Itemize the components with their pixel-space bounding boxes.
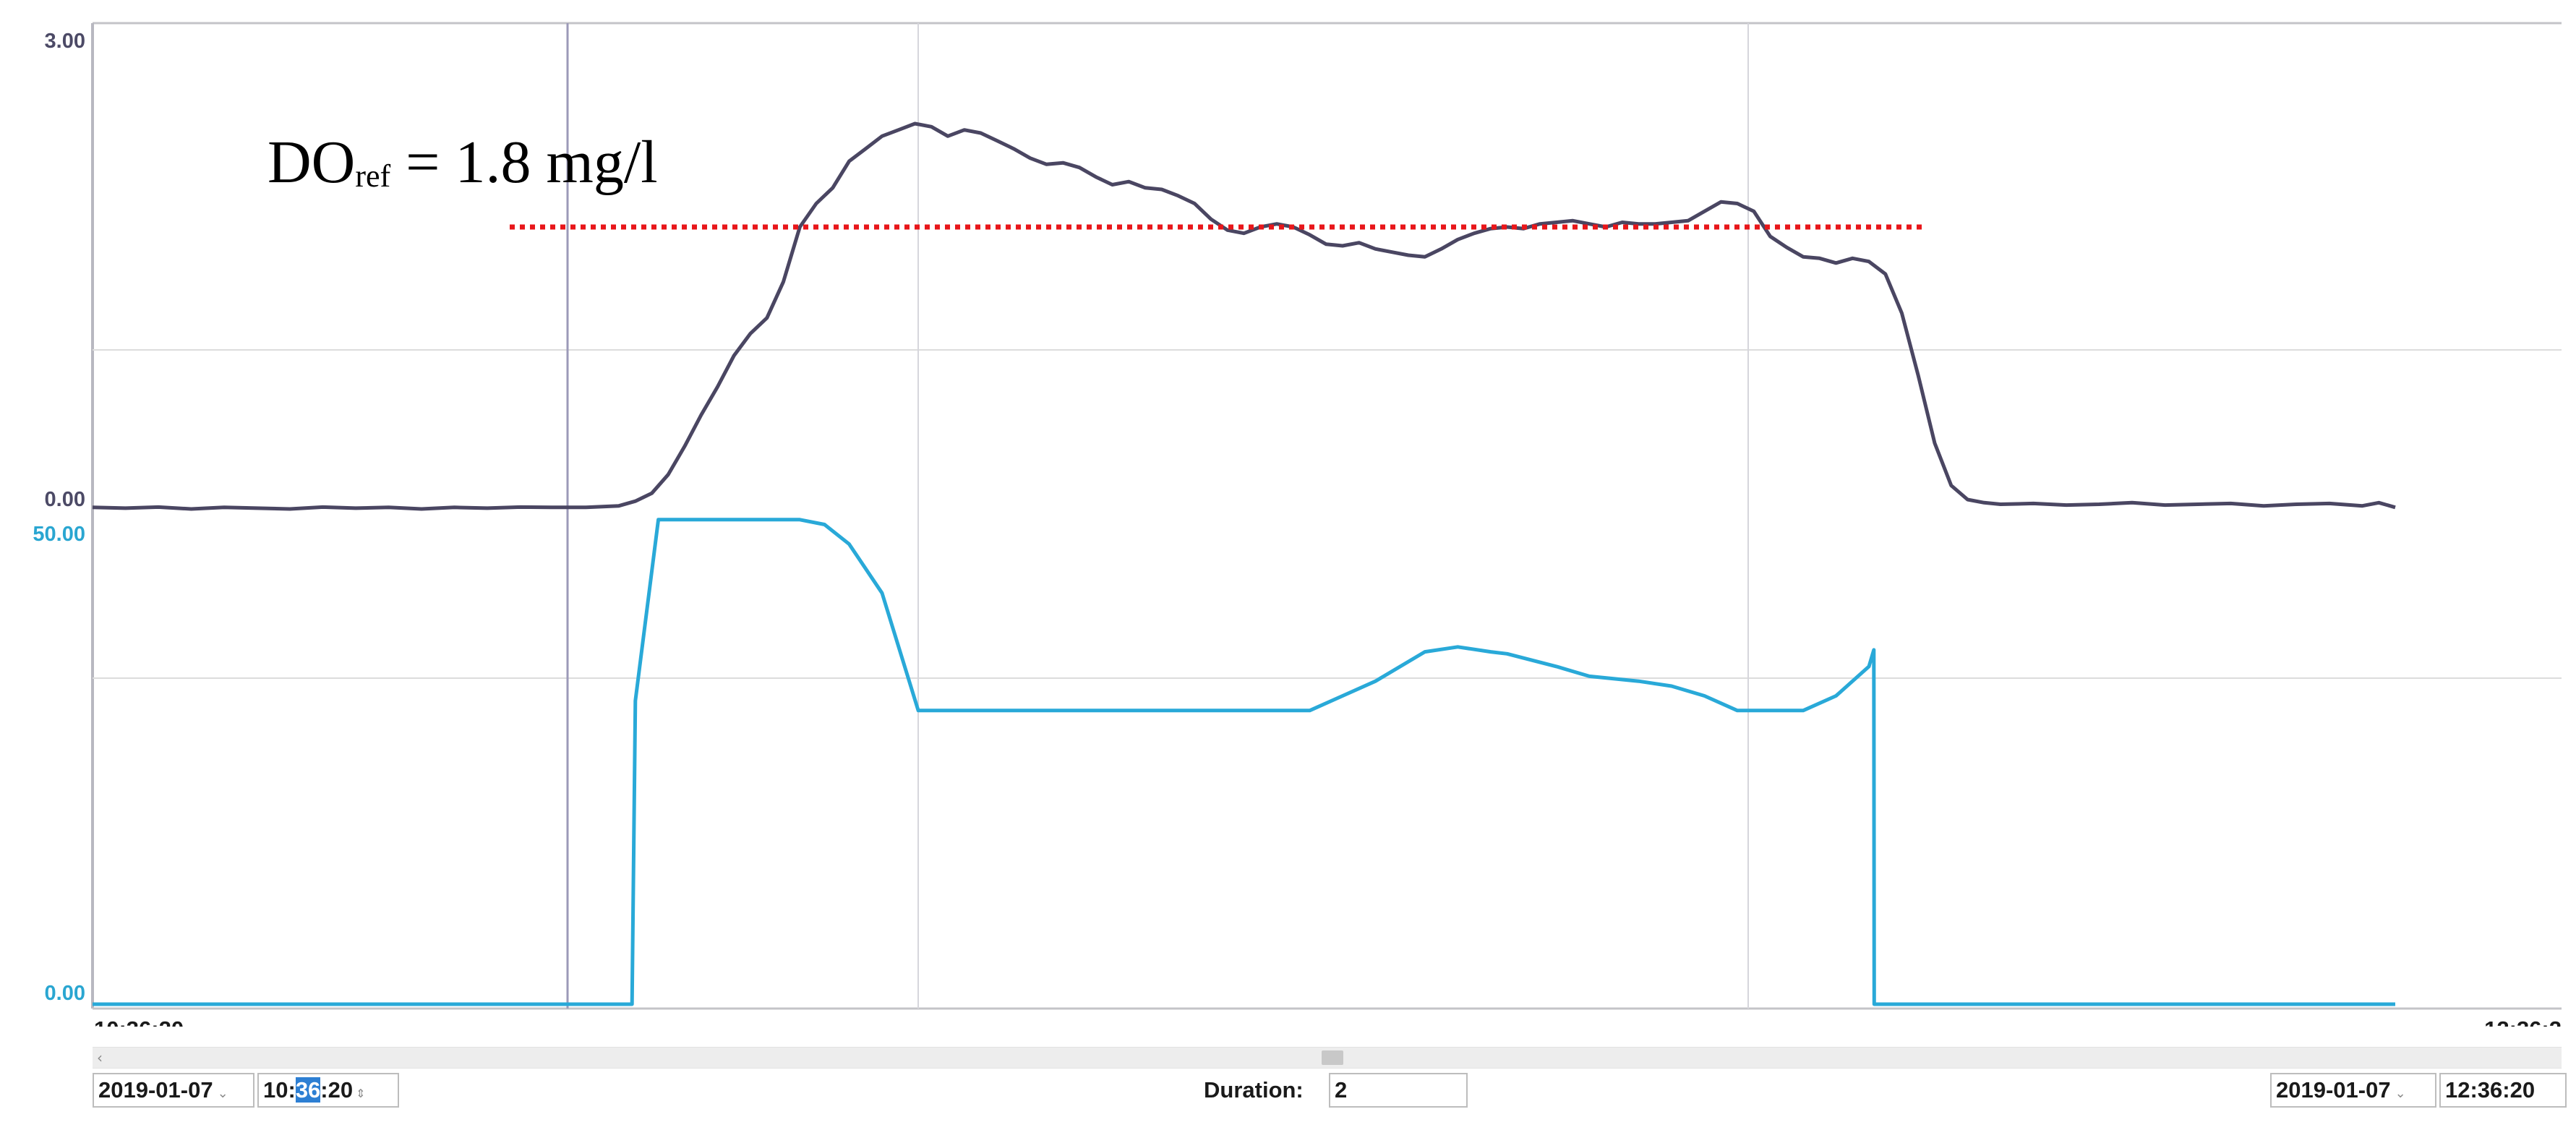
start-time-hours: 10: xyxy=(263,1077,296,1103)
annotation-subscript: ref xyxy=(355,158,390,194)
chevron-down-icon[interactable]: ⌄ xyxy=(2395,1086,2406,1101)
end-time-value: 12:36:20 xyxy=(2445,1077,2536,1103)
reference-annotation: DOref = 1.8 mg/l xyxy=(268,129,658,196)
dissolved-oxygen-series-line xyxy=(92,121,2396,511)
line-chart: 3.00 0.00 50.00 0.00 DOref = 1.8 mg/l 10… xyxy=(33,22,2562,1027)
end-date-value: 2019-01-07 xyxy=(2276,1077,2391,1103)
lower-y-tick-top: 50.00 xyxy=(33,523,85,546)
end-date-picker[interactable]: 2019-01-07 ⌄ xyxy=(2270,1073,2436,1108)
duration-label: Duration: xyxy=(1204,1077,1304,1103)
x-axis-start-label: 10:36:20 xyxy=(94,1016,184,1027)
upper-y-tick-bottom: 0.00 xyxy=(45,488,85,511)
series-layer xyxy=(92,121,2396,1006)
control-output-series-line xyxy=(93,518,2395,1006)
end-time-input[interactable]: 12:36:20 xyxy=(2439,1073,2567,1108)
scroll-left-arrow-icon[interactable]: ‹ xyxy=(97,1049,103,1066)
start-date-picker[interactable]: 2019-01-07 ⌄ xyxy=(93,1073,254,1108)
annotation-prefix: DO xyxy=(268,129,355,196)
x-axis-end-label: 12:36:2 xyxy=(2484,1016,2562,1027)
scrollbar-thumb[interactable] xyxy=(1322,1050,1343,1065)
chevron-down-icon[interactable]: ⌄ xyxy=(217,1086,228,1101)
start-time-seconds: :20 xyxy=(320,1077,354,1103)
duration-value: 2 xyxy=(1335,1077,1348,1103)
start-date-value: 2019-01-07 xyxy=(98,1077,213,1103)
time-scrollbar[interactable]: ‹ xyxy=(93,1047,2562,1069)
upper-y-tick-top: 3.00 xyxy=(45,30,85,53)
duration-input[interactable]: 2 xyxy=(1329,1073,1468,1108)
gridlines xyxy=(93,23,2562,1009)
start-time-minutes-selected[interactable]: 36 xyxy=(295,1077,321,1103)
spinner-icon[interactable]: ⇕ xyxy=(356,1087,366,1100)
start-time-input[interactable]: 10:36:20 ⇕ xyxy=(257,1073,399,1108)
lower-y-tick-bottom: 0.00 xyxy=(45,982,85,1005)
annotation-suffix: = 1.8 mg/l xyxy=(390,129,657,196)
